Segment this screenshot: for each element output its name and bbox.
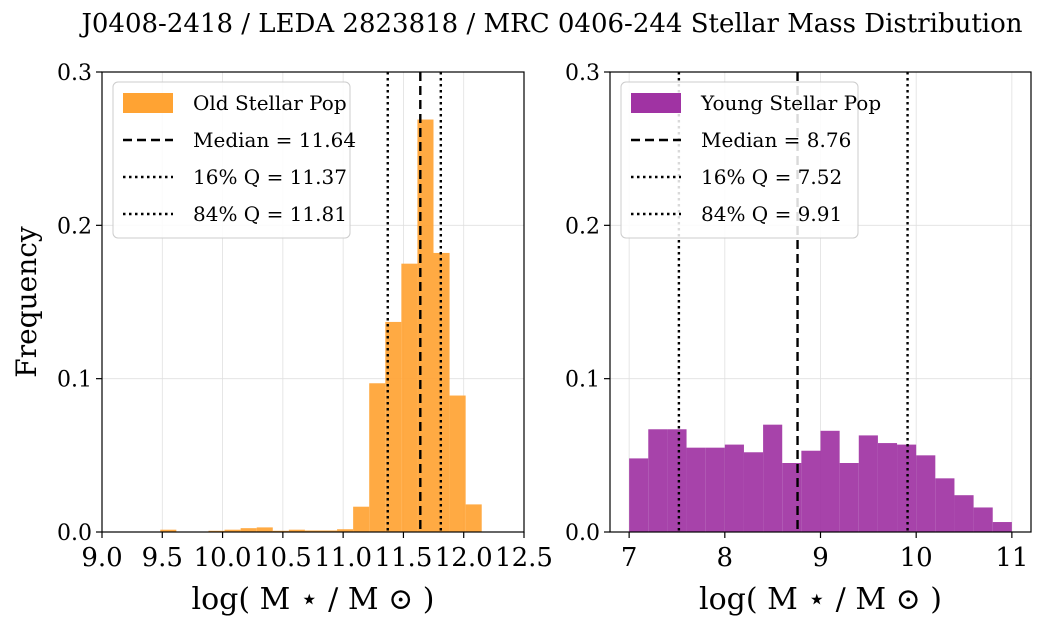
young-xtick-label: 11 <box>995 543 1028 573</box>
young-histogram-bar <box>705 447 725 532</box>
old-histogram-bar <box>240 528 257 532</box>
old-histogram-bar <box>465 504 482 532</box>
old-pop-panel: 9.0 9.5 10.0 10.5 11.0 11.5 12.0 12.5 0.0 0.1 0.2 0… <box>57 61 553 617</box>
old-legend-swatch <box>123 93 173 113</box>
old-histogram-bar <box>160 529 177 532</box>
old-xtick-label: 12.0 <box>435 543 493 573</box>
old-histogram-bar <box>337 529 354 532</box>
figure-title: J0408-2418 / LEDA 2823818 / MRC 0406-244… <box>78 9 1022 39</box>
young-pop-panel: 7 8 9 10 11 0.0 0.1 0.2 0.3 log( M ⋆ / M ⊙ ) Young… <box>565 61 1032 617</box>
old-xtick-label: 11.0 <box>314 543 372 573</box>
young-histogram-bar <box>801 450 821 532</box>
old-xtick-label: 9.0 <box>81 543 122 573</box>
young-xtick-label: 10 <box>900 543 933 573</box>
old-ytick-label: 0.1 <box>57 368 92 393</box>
young-histogram-bar <box>686 447 706 532</box>
old-histogram-bar <box>369 383 386 532</box>
old-legend-entry: Old Stellar Pop <box>193 91 347 115</box>
old-xtick-label: 9.5 <box>142 543 183 573</box>
old-legend-box <box>112 81 351 239</box>
young-histogram-bar <box>954 495 974 532</box>
old-histogram-bar <box>385 321 402 532</box>
young-histogram-bar <box>667 429 687 532</box>
young-legend-entry: 16% Q = 7.52 <box>701 165 842 189</box>
old-legend-entry: Median = 11.64 <box>193 128 356 152</box>
old-xtick-label: 10.5 <box>254 543 312 573</box>
old-ytick-label: 0.3 <box>57 61 92 86</box>
young-histogram-bar <box>877 443 898 532</box>
old-histogram-bar <box>272 530 289 532</box>
young-legend-entry: 84% Q = 9.91 <box>701 202 842 226</box>
old-x-axis-label: log( M ⋆ / M ⊙ ) <box>192 582 435 617</box>
young-legend-entry: Median = 8.76 <box>701 128 851 152</box>
old-histogram-bar <box>256 527 273 532</box>
young-histogram-bar <box>724 444 744 532</box>
young-x-axis-label: log( M ⋆ / M ⊙ ) <box>699 582 942 617</box>
old-histogram-bar <box>224 529 241 532</box>
young-legend-box <box>620 81 859 239</box>
young-histogram-bar <box>916 455 936 532</box>
young-histogram-bar <box>973 507 993 532</box>
young-histogram-bar <box>935 478 955 532</box>
old-histogram-bar <box>208 530 225 532</box>
young-ytick-label: 0.3 <box>565 61 600 86</box>
y-axis-label: Frequency <box>10 226 43 378</box>
young-histogram-bar <box>858 435 878 532</box>
old-ytick-label: 0.0 <box>57 521 92 546</box>
young-histogram-bar <box>820 430 840 532</box>
young-legend-swatch <box>631 93 681 113</box>
young-ytick-label: 0.1 <box>565 368 600 393</box>
young-xtick-label: 9 <box>812 543 829 573</box>
young-histogram-bar <box>763 424 783 532</box>
young-histogram-bar <box>743 452 764 532</box>
old-histogram-bar <box>288 529 305 532</box>
old-histogram-bar <box>353 506 370 532</box>
old-histogram-bar <box>449 395 466 532</box>
young-histogram-bar <box>992 522 1012 532</box>
old-histogram-bar <box>320 530 338 532</box>
old-xtick-label: 10.0 <box>194 543 252 573</box>
old-histogram-bar <box>401 263 418 532</box>
young-ytick-label: 0.2 <box>565 214 600 239</box>
young-histogram-bar <box>648 429 668 532</box>
young-histogram-bar <box>839 463 859 532</box>
old-legend-entry: 16% Q = 11.37 <box>193 165 347 189</box>
young-xtick-label: 8 <box>717 543 734 573</box>
young-legend-entry: Young Stellar Pop <box>700 91 881 115</box>
young-ytick-label: 0.0 <box>565 521 600 546</box>
old-axes-frame <box>101 71 525 533</box>
old-histogram-bar <box>304 530 321 532</box>
young-xtick-label: 7 <box>621 543 638 573</box>
old-ytick-label: 0.2 <box>57 214 92 239</box>
old-xtick-label: 11.5 <box>374 543 432 573</box>
young-histogram-bar <box>629 458 649 532</box>
old-legend-entry: 84% Q = 11.81 <box>193 202 347 226</box>
old-xtick-label: 12.5 <box>495 543 553 573</box>
